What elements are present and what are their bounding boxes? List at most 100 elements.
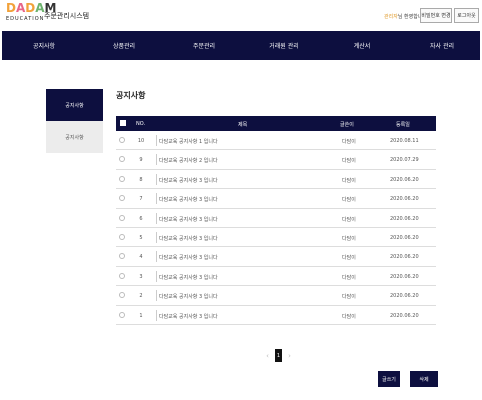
- row-checkbox[interactable]: [119, 253, 125, 260]
- row-checkbox[interactable]: [119, 292, 125, 299]
- page-title: 공지사항: [116, 91, 146, 100]
- row-title-link[interactable]: 다담교육 공지사항 3 입니다: [159, 197, 218, 204]
- nav-item-company[interactable]: 자사 관리: [430, 43, 454, 50]
- row-divider: [156, 193, 157, 205]
- row-date: 2020.06.20: [390, 234, 419, 241]
- table-row[interactable]: 6 다담교육 공지사항 3 입니다 다담이 2020.06.20: [116, 209, 436, 228]
- table-row[interactable]: 5 다담교육 공지사항 3 입니다 다담이 2020.06.20: [116, 228, 436, 248]
- table-row[interactable]: 10 다담교육 공지사항 1 입니다 다담이 2020.08.11: [116, 131, 436, 151]
- row-no: 6: [139, 215, 143, 222]
- table-row[interactable]: 2 다담교육 공지사항 3 입니다 다담이 2020.06.20: [116, 286, 436, 306]
- row-title-link[interactable]: 다담교육 공지사항 3 입니다: [159, 255, 218, 262]
- app-title: 주문관리시스템: [44, 12, 90, 20]
- table-header: NO. 제목 글쓴이 등록일: [116, 116, 436, 131]
- row-date: 2020.06.20: [390, 293, 419, 300]
- row-title-link[interactable]: 다담교육 공지사항 3 입니다: [159, 235, 218, 242]
- page-number-current[interactable]: 1: [275, 349, 282, 362]
- write-button[interactable]: 글쓰기: [378, 371, 400, 387]
- row-no: 3: [139, 273, 143, 280]
- row-checkbox[interactable]: [119, 272, 125, 279]
- row-no: 5: [139, 234, 143, 241]
- row-author: 다담이: [342, 274, 356, 281]
- sidebar: 공지사항 공지사항: [46, 89, 103, 153]
- row-author: 다담이: [342, 313, 356, 320]
- main-nav: 공지사항 상품관리 주문관리 거래원 관리 계산서 자사 관리: [2, 31, 480, 60]
- logo-subtitle: EDUCATION: [6, 16, 45, 22]
- table-row[interactable]: 1 다담교육 공지사항 3 입니다 다담이 2020.06.20: [116, 306, 436, 325]
- nav-item-orders[interactable]: 주문관리: [192, 43, 216, 50]
- select-all-checkbox[interactable]: [120, 120, 126, 126]
- row-checkbox[interactable]: [119, 311, 125, 318]
- row-date: 2020.08.11: [390, 138, 419, 144]
- table-row[interactable]: 8 다담교육 공지사항 3 입니다 다담이 2020.06.20: [116, 170, 436, 190]
- row-divider: [156, 135, 157, 146]
- sidebar-item-notice[interactable]: 공지사항: [46, 121, 103, 153]
- row-no: 4: [139, 254, 143, 261]
- delete-button[interactable]: 삭제: [410, 371, 438, 387]
- row-author: 다담이: [342, 235, 356, 242]
- user-name: 관리자: [384, 14, 398, 20]
- col-no: NO.: [136, 121, 146, 127]
- row-title-link[interactable]: 다담교육 공지사항 1 입니다: [159, 139, 218, 145]
- row-title-link[interactable]: 다담교육 공지사항 3 입니다: [159, 313, 218, 320]
- row-checkbox[interactable]: [119, 233, 125, 240]
- next-page-icon[interactable]: ›: [288, 351, 291, 360]
- row-checkbox[interactable]: [119, 214, 125, 221]
- row-checkbox[interactable]: [119, 156, 125, 163]
- row-divider: [156, 231, 157, 243]
- welcome-suffix: 님 환영합니다.: [397, 14, 429, 20]
- row-date: 2020.06.20: [390, 312, 419, 319]
- row-divider: [156, 173, 157, 185]
- pagination: ‹ 1 ›: [264, 349, 293, 362]
- row-author: 다담이: [342, 139, 356, 145]
- row-no: 9: [139, 157, 143, 164]
- row-author: 다담이: [342, 197, 356, 204]
- row-author: 다담이: [342, 294, 356, 301]
- nav-item-products[interactable]: 상품관리: [112, 43, 136, 50]
- col-date: 등록일: [396, 122, 410, 128]
- row-divider: [156, 212, 157, 224]
- row-author: 다담이: [342, 216, 356, 223]
- row-title-link[interactable]: 다담교육 공지사항 3 입니다: [159, 274, 218, 281]
- row-date: 2020.06.20: [390, 196, 419, 203]
- row-checkbox[interactable]: [119, 175, 125, 182]
- row-author: 다담이: [342, 255, 356, 262]
- table-row[interactable]: 3 다담교육 공지사항 3 입니다 다담이 2020.06.20: [116, 267, 436, 287]
- welcome-text: 관리자님 환영합니다.: [384, 13, 429, 20]
- sidebar-item-notice-active[interactable]: 공지사항: [46, 89, 103, 121]
- row-date: 2020.06.20: [390, 176, 419, 183]
- row-date: 2020.06.20: [390, 215, 419, 222]
- row-title-link[interactable]: 다담교육 공지사항 2 입니다: [159, 158, 218, 165]
- row-checkbox[interactable]: [119, 137, 125, 143]
- row-date: 2020.06.20: [390, 254, 419, 261]
- row-divider: [156, 290, 157, 302]
- row-title-link[interactable]: 다담교육 공지사항 3 입니다: [159, 294, 218, 301]
- row-no: 2: [139, 293, 143, 300]
- logout-button[interactable]: 로그아웃: [454, 8, 479, 23]
- row-no: 8: [139, 176, 143, 183]
- table-row[interactable]: 9 다담교육 공지사항 2 입니다 다담이 2020.07.29: [116, 150, 436, 170]
- row-divider: [156, 309, 157, 321]
- nav-item-invoice[interactable]: 계산서: [353, 43, 371, 50]
- table-body: 10 다담교육 공지사항 1 입니다 다담이 2020.08.11 9 다담교육 공지사항…: [116, 131, 436, 325]
- col-author: 글쓴이: [340, 122, 354, 128]
- row-date: 2020.06.20: [390, 273, 419, 280]
- row-divider: [156, 251, 157, 263]
- row-no: 7: [139, 196, 143, 203]
- row-title-link[interactable]: 다담교육 공지사항 3 입니다: [159, 216, 218, 223]
- row-author: 다담이: [342, 158, 356, 165]
- row-checkbox[interactable]: [119, 195, 125, 202]
- nav-item-clients[interactable]: 거래원 관리: [269, 43, 299, 50]
- change-password-button[interactable]: 비밀번호 변경: [420, 8, 452, 23]
- prev-page-icon[interactable]: ‹: [266, 351, 269, 360]
- row-title-link[interactable]: 다담교육 공지사항 3 입니다: [159, 177, 218, 184]
- row-divider: [156, 154, 157, 166]
- table-row[interactable]: 7 다담교육 공지사항 3 입니다 다담이 2020.06.20: [116, 189, 436, 209]
- col-title: 제목: [238, 122, 248, 128]
- table-row[interactable]: 4 다담교육 공지사항 3 입니다 다담이 2020.06.20: [116, 247, 436, 267]
- notice-table: NO. 제목 글쓴이 등록일 10 다담교육 공지사항 1 입니다 다담이 2020.…: [116, 116, 436, 325]
- nav-item-notice[interactable]: 공지사항: [32, 43, 56, 50]
